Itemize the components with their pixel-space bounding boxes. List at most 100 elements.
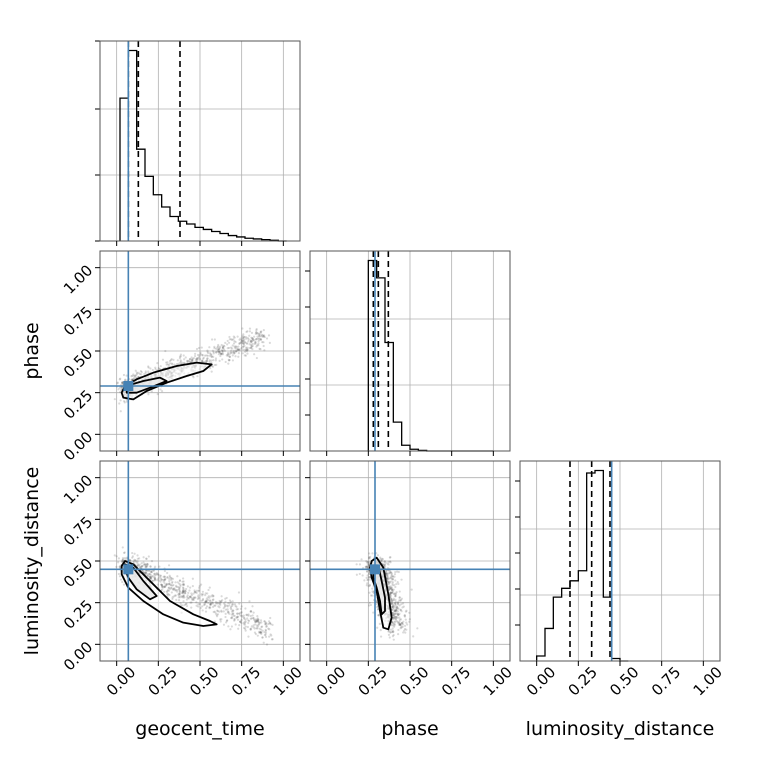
sample-point (255, 345, 258, 348)
sample-point (209, 595, 213, 598)
sample-point (390, 572, 393, 575)
sample-point (237, 355, 240, 358)
sample-point (247, 614, 250, 617)
sample-point (194, 352, 197, 355)
sample-point (159, 574, 162, 577)
sample-point (391, 577, 395, 580)
sample-point (176, 575, 179, 578)
sample-point (398, 604, 401, 607)
sample-point (147, 569, 150, 572)
sample-point (218, 606, 221, 609)
sample-point (170, 584, 173, 587)
sample-point (148, 572, 151, 576)
sample-point (236, 608, 239, 611)
sample-point (201, 590, 204, 593)
sample-point (153, 572, 156, 576)
sample-point (181, 589, 185, 593)
sample-point (250, 331, 254, 334)
sample-point (383, 563, 386, 566)
sample-point (156, 362, 159, 365)
y-tick-label: 0.50 (60, 345, 96, 381)
sample-point (185, 587, 188, 591)
sample-point (210, 355, 213, 358)
sample-point (190, 606, 193, 609)
sample-point (389, 598, 392, 601)
sample-point (179, 355, 182, 358)
sample-point (160, 583, 164, 587)
sample-point (231, 600, 234, 603)
sample-point (211, 593, 214, 597)
sample-point (406, 623, 409, 626)
sample-point (229, 628, 232, 631)
sample-point (398, 623, 401, 627)
sample-point (391, 590, 395, 593)
sample-point (395, 607, 398, 610)
sample-point (391, 574, 395, 578)
sample-point (198, 357, 202, 361)
sample-point (365, 565, 368, 568)
sample-point (255, 619, 258, 622)
sample-point (201, 593, 205, 596)
panel-phase-vs-geocent_time (95, 250, 301, 456)
sample-point (355, 563, 358, 566)
sample-point (254, 332, 257, 336)
sample-point (118, 575, 122, 578)
sample-point (395, 616, 398, 619)
sample-point (173, 363, 176, 366)
sample-point (250, 346, 253, 349)
x-axis-label-geocent_time: geocent_time (135, 718, 264, 740)
sample-point (392, 616, 396, 619)
sample-point (394, 600, 397, 603)
sample-point (389, 631, 392, 634)
sample-point (387, 560, 390, 563)
sample-point (175, 588, 179, 592)
sample-point (219, 620, 222, 623)
sample-point (243, 335, 246, 339)
sample-point (261, 636, 264, 639)
sample-point (398, 623, 401, 626)
sample-point (160, 583, 163, 586)
sample-point (132, 560, 135, 563)
sample-point (402, 631, 405, 634)
sample-point (216, 601, 219, 604)
sample-point (118, 565, 121, 568)
sample-point (228, 604, 231, 607)
sample-point (149, 367, 152, 370)
sample-point (163, 575, 166, 578)
sample-point (214, 612, 217, 615)
sample-point (389, 595, 392, 598)
sample-point (236, 615, 239, 618)
sample-point (188, 361, 191, 364)
sample-point (124, 379, 127, 382)
y-tick-label: 0.75 (60, 513, 96, 549)
sample-point (165, 583, 168, 586)
sample-point (166, 592, 169, 595)
sample-point (242, 343, 245, 346)
sample-point (173, 594, 177, 597)
sample-point (167, 583, 170, 586)
sample-point (198, 354, 201, 357)
sample-point (241, 327, 244, 330)
sample-point (163, 575, 166, 579)
sample-point (227, 625, 230, 628)
sample-point (253, 627, 256, 630)
sample-point (366, 570, 369, 573)
sample-point (223, 348, 226, 351)
sample-point (201, 360, 204, 363)
sample-point (182, 600, 185, 603)
sample-point (392, 608, 395, 611)
sample-point (168, 587, 172, 591)
sample-point (203, 354, 207, 357)
sample-point (167, 593, 170, 596)
sample-point (380, 560, 383, 563)
sample-point (201, 609, 204, 612)
sample-point (397, 570, 400, 574)
sample-point (264, 631, 268, 634)
sample-point (371, 590, 374, 593)
sample-point (232, 351, 236, 354)
sample-point (176, 359, 179, 362)
sample-point (224, 612, 227, 615)
y-tick-label: 0.25 (60, 386, 96, 422)
sample-point (171, 584, 174, 587)
sample-point (149, 577, 153, 580)
